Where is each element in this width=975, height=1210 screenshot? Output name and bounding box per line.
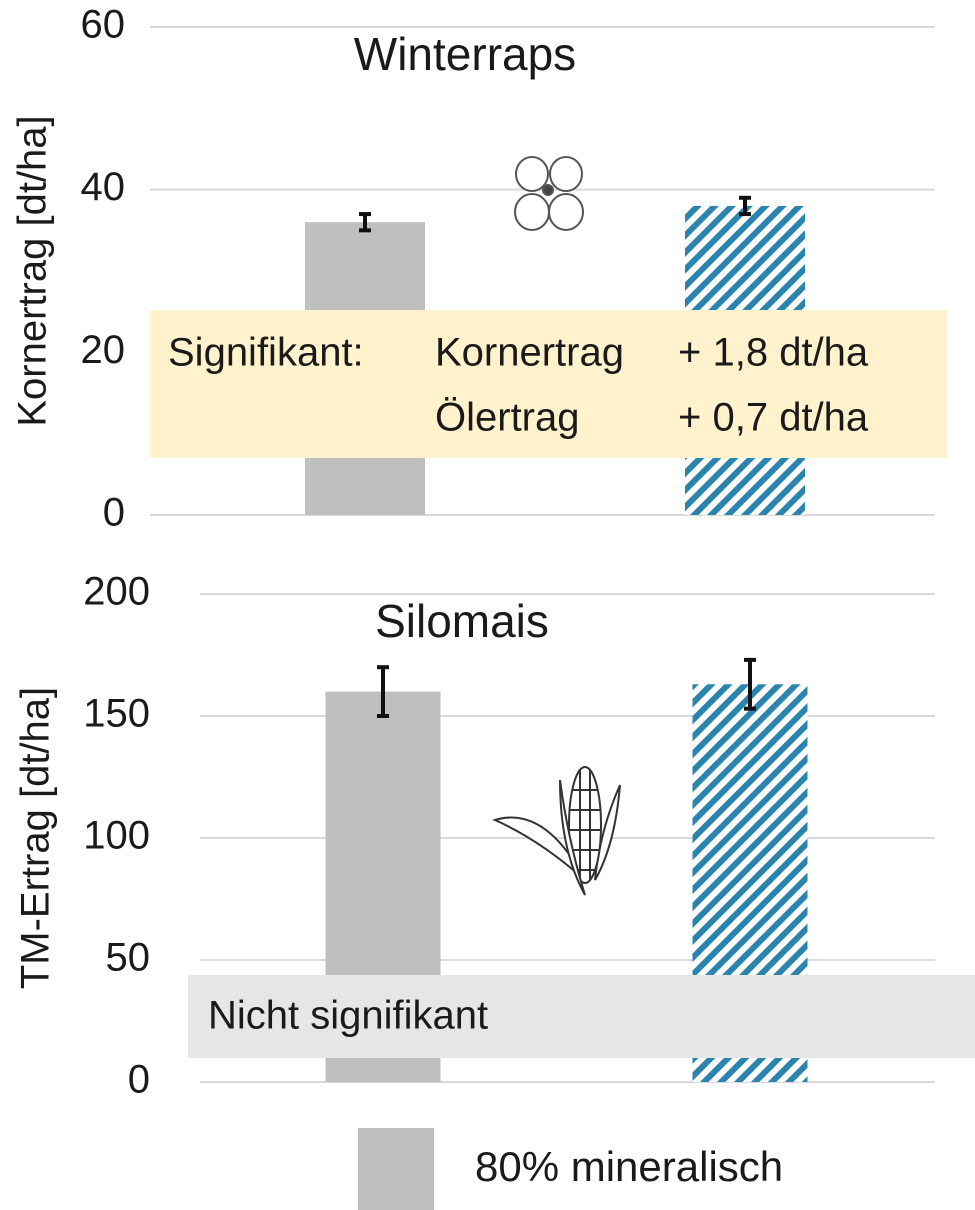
annotation-text: + 0,7 dt/ha (678, 396, 869, 440)
y-axis-label: Kornertrag [dt/ha] (11, 115, 55, 426)
annotation-text: + 1,8 dt/ha (678, 331, 869, 375)
y-tick-label: 200 (83, 570, 150, 614)
y-tick-label: 20 (81, 328, 126, 372)
y-tick-label: 50 (106, 936, 151, 980)
maize-icon (495, 767, 620, 895)
y-axis-label: TM-Ertrag [dt/ha] (14, 687, 58, 989)
annotation-label: Signifikant: (168, 331, 364, 375)
plots: 0 20 40 60 Kornertrag [dt/ha] Winterraps Signi… (11, 3, 975, 1102)
chart: 0 20 40 60 Kornertrag [dt/ha] Winterraps Signi… (0, 0, 975, 1210)
annotation-text: Ölertrag (435, 396, 580, 440)
y-tick-label: 40 (81, 165, 126, 209)
y-tick-label: 0 (128, 1058, 150, 1102)
legend-label: 80% mineralisch (475, 1143, 783, 1190)
legend-swatch (358, 1128, 434, 1210)
y-tick-label: 0 (103, 491, 125, 535)
y-tick-label: 60 (81, 3, 126, 47)
y-tick-label: 100 (83, 814, 150, 858)
annotation-text: Kornertrag (435, 331, 624, 375)
flower-icon (515, 157, 583, 230)
y-tick-label: 150 (83, 692, 150, 736)
chart-title: Winterraps (354, 28, 576, 80)
chart-title: Silomais (375, 595, 549, 647)
annotation-label: Nicht signifikant (208, 994, 488, 1038)
